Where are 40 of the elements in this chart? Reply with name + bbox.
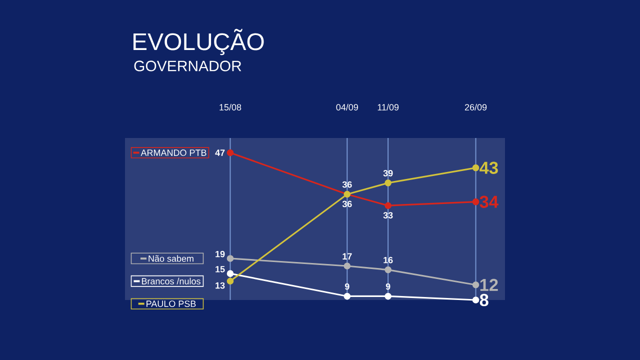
legend-label: Brancos /nulos [142, 278, 200, 284]
data-label: 36 [342, 181, 352, 188]
legend-label: Não sabem [148, 255, 194, 262]
point [226, 255, 234, 262]
x-tick-label: 04/09 [336, 104, 358, 110]
data-label: 9 [386, 283, 390, 290]
x-tick-label: 15/08 [220, 104, 242, 110]
point [226, 149, 234, 156]
data-label: 39 [383, 170, 393, 176]
data-label: 9 [344, 283, 350, 290]
data-label: 15 [216, 266, 225, 272]
x-tick-label: 11/09 [378, 104, 399, 110]
data-label: 12 [480, 278, 498, 291]
point [384, 266, 392, 274]
x-tick-label: 26/09 [464, 104, 487, 110]
data-label: 36 [342, 200, 352, 208]
data-label: 33 [383, 212, 393, 219]
chart-subtitle: GOVERNADOR [134, 60, 242, 72]
data-label: 34 [480, 196, 498, 208]
point [472, 281, 480, 288]
point [472, 198, 480, 206]
legend-label: PAULO PSB [146, 300, 196, 307]
data-label: 47 [215, 150, 225, 156]
point [384, 202, 392, 209]
data-label: 16 [384, 256, 393, 264]
point [384, 180, 392, 186]
point [472, 296, 480, 304]
chart-title: EVOLUÇÃO [134, 28, 264, 56]
point [226, 278, 234, 285]
point [226, 270, 234, 277]
data-label: 19 [216, 250, 225, 258]
data-label: 13 [216, 282, 225, 289]
point [344, 262, 351, 270]
legend-label: ARMANDO PTB [140, 150, 206, 156]
data-label: 43 [480, 162, 498, 174]
data-label: 8 [480, 294, 488, 306]
point [344, 292, 351, 300]
point [472, 164, 480, 172]
data-label: 17 [342, 253, 352, 260]
point [384, 292, 392, 300]
